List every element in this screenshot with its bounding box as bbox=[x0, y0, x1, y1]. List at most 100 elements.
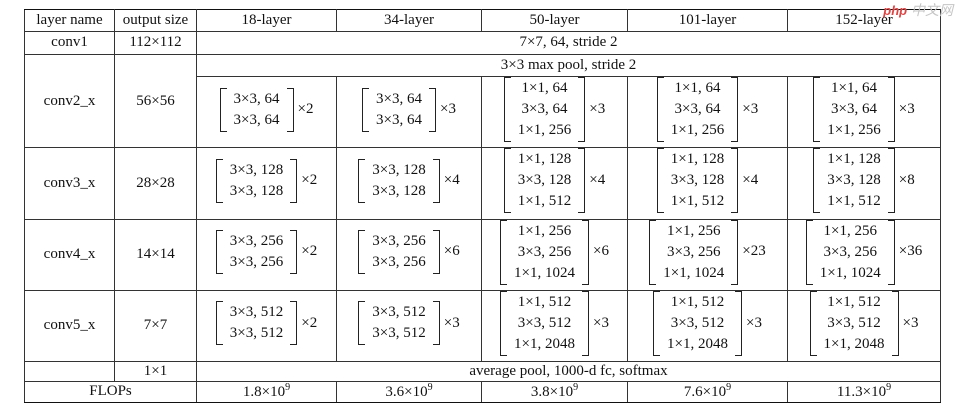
header-output-size: output size bbox=[114, 9, 197, 32]
block-cell: 3×3, 64 3×3, 64 ×2 bbox=[196, 75, 337, 149]
right-bracket bbox=[432, 230, 440, 274]
block-multiplier: ×3 bbox=[898, 100, 915, 117]
block-layer-spec: 1×1, 64 bbox=[674, 80, 721, 96]
residual-block: 1×1, 64 3×3, 64 1×1, 256 ×3 bbox=[656, 77, 759, 142]
table-row: 3×3, 64 3×3, 64 ×2 3×3, 64 3×3, 64 ×3 1×1, 64 3… bbox=[25, 75, 941, 149]
block-layer-spec: 1×1, 1024 bbox=[819, 264, 881, 281]
block-layers: 1×1, 128 3×3, 128 1×1, 512 bbox=[664, 148, 731, 213]
flops-value: 3.6×109 bbox=[336, 381, 482, 403]
block-multiplier: ×3 bbox=[742, 100, 759, 117]
block-layer-spec: 3×3, 512 bbox=[827, 314, 881, 331]
block-layer-spec: 1×1, 256 bbox=[823, 222, 877, 239]
left-bracket bbox=[215, 158, 223, 203]
header-34-layer: 34-layer bbox=[336, 9, 482, 32]
residual-block: 3×3, 64 3×3, 64 ×3 bbox=[362, 87, 456, 132]
residual-block: 1×1, 64 3×3, 64 1×1, 256 ×3 bbox=[813, 77, 915, 142]
block-cell: 1×1, 256 3×3, 256 1×1, 1024 ×36 bbox=[787, 218, 941, 291]
left-bracket bbox=[813, 77, 821, 142]
block-cell: 1×1, 128 3×3, 128 1×1, 512 ×8 bbox=[787, 147, 941, 220]
block-multiplier: ×4 bbox=[589, 172, 606, 189]
block-layer-spec: 3×3, 512 bbox=[229, 325, 284, 342]
left-bracket bbox=[500, 219, 508, 285]
right-bracket bbox=[286, 87, 294, 132]
block-layers: 3×3, 256 3×3, 256 bbox=[223, 230, 290, 274]
left-bracket bbox=[500, 290, 508, 356]
right-bracket bbox=[582, 290, 589, 356]
shared-config-cell: 3×3 max pool, stride 2 bbox=[196, 54, 941, 77]
output-size-cell: 28×28 bbox=[114, 147, 197, 220]
residual-block: 1×1, 512 3×3, 512 1×1, 2048 ×3 bbox=[653, 290, 762, 356]
block-cell: 1×1, 512 3×3, 512 1×1, 2048 ×3 bbox=[787, 289, 941, 363]
block-layer-spec: 3×3, 64 bbox=[233, 111, 280, 128]
block-multiplier: ×6 bbox=[593, 243, 609, 260]
block-layer-spec: 3×3, 64 bbox=[376, 90, 422, 107]
block-cell: 3×3, 512 3×3, 512 ×3 bbox=[336, 289, 482, 363]
layer-name-cell: conv1 bbox=[24, 31, 115, 55]
block-multiplier: ×2 bbox=[297, 100, 314, 117]
table-row: conv4_x 14×14 3×3, 256 3×3, 256 ×2 3×3, 256… bbox=[24, 218, 941, 291]
table-row: conv3_x 28×28 3×3, 128 3×3, 128 ×2 3×3, 128… bbox=[24, 147, 941, 220]
output-size-cell: 112×112 bbox=[114, 31, 197, 55]
block-layers: 3×3, 128 3×3, 128 bbox=[223, 159, 290, 203]
right-bracket bbox=[432, 158, 440, 203]
left-bracket bbox=[809, 290, 817, 356]
block-cell: 3×3, 256 3×3, 256 ×2 bbox=[196, 218, 337, 291]
left-bracket bbox=[653, 290, 661, 356]
block-layer-spec: 1×1, 512 bbox=[827, 293, 881, 310]
residual-block: 1×1, 256 3×3, 256 1×1, 1024 ×23 bbox=[649, 219, 766, 285]
output-size-cell: 56×56 bbox=[114, 53, 197, 149]
block-cell: 3×3, 128 3×3, 128 ×2 bbox=[196, 147, 337, 220]
right-bracket bbox=[429, 87, 436, 132]
output-size-cell: 14×14 bbox=[114, 218, 197, 291]
left-bracket bbox=[358, 301, 366, 346]
right-bracket bbox=[731, 148, 739, 214]
block-multiplier: ×36 bbox=[898, 243, 923, 260]
block-layer-spec: 1×1, 256 bbox=[517, 222, 572, 239]
table-row: conv5_x 7×7 3×3, 512 3×3, 512 ×2 3×3, 512 3×… bbox=[24, 289, 941, 363]
layer-name-cell: conv2_x bbox=[24, 53, 115, 149]
left-bracket bbox=[215, 230, 223, 274]
block-layers: 3×3, 64 3×3, 64 bbox=[369, 88, 429, 132]
residual-block: 1×1, 256 3×3, 256 1×1, 1024 ×6 bbox=[500, 219, 609, 285]
block-layers: 1×1, 64 3×3, 64 1×1, 256 bbox=[664, 77, 731, 142]
table-row: conv1 112×112 7×7, 64, stride 2 bbox=[24, 31, 941, 55]
right-bracket bbox=[578, 148, 586, 214]
block-multiplier: ×2 bbox=[301, 314, 318, 331]
block-layer-spec: 3×3, 256 bbox=[229, 254, 284, 270]
left-bracket bbox=[503, 77, 511, 142]
left-bracket bbox=[649, 219, 657, 285]
table-row: FLOPs 1.8×109 3.6×109 3.8×109 7.6×109 11… bbox=[24, 381, 941, 403]
residual-block: 1×1, 128 3×3, 128 1×1, 512 ×4 bbox=[656, 148, 758, 214]
flops-value: 1.8×109 bbox=[196, 381, 337, 403]
residual-block: 1×1, 128 3×3, 128 1×1, 512 ×4 bbox=[503, 148, 606, 214]
block-layers: 1×1, 512 3×3, 512 1×1, 2048 bbox=[660, 291, 735, 356]
block-layer-spec: 3×3, 128 bbox=[229, 182, 284, 199]
flops-value: 3.8×109 bbox=[481, 381, 628, 403]
site-watermark: php 中文网 bbox=[883, 0, 953, 20]
block-cell: 3×3, 512 3×3, 512 ×2 bbox=[196, 289, 337, 363]
watermark-text: 中文网 bbox=[911, 2, 953, 18]
block-layer-spec: 1×1, 128 bbox=[670, 151, 725, 168]
left-bracket bbox=[219, 87, 227, 132]
right-bracket bbox=[891, 290, 899, 356]
block-multiplier: ×3 bbox=[443, 314, 460, 331]
block-layer-spec: 1×1, 1024 bbox=[514, 264, 575, 281]
output-size-cell: 7×7 bbox=[114, 289, 197, 363]
block-layers: 1×1, 512 3×3, 512 1×1, 2048 bbox=[507, 291, 582, 356]
block-layer-spec: 3×3, 512 bbox=[670, 314, 725, 331]
block-layer-spec: 1×1, 2048 bbox=[514, 335, 575, 352]
block-layer-spec: 3×3, 512 bbox=[229, 304, 284, 321]
block-cell: 1×1, 64 3×3, 64 1×1, 256 ×3 bbox=[787, 75, 941, 149]
block-layer-spec: 1×1, 64 bbox=[521, 80, 568, 96]
right-bracket bbox=[290, 301, 298, 346]
block-layer-spec: 3×3, 512 bbox=[372, 304, 426, 321]
block-layer-spec: 3×3, 256 bbox=[517, 243, 572, 260]
residual-block: 1×1, 512 3×3, 512 1×1, 2048 ×3 bbox=[500, 290, 609, 356]
resnet-architecture-table: layer name output size 18-layer 34-layer… bbox=[24, 9, 941, 403]
block-layers: 3×3, 512 3×3, 512 bbox=[365, 301, 432, 345]
residual-block: 3×3, 256 3×3, 256 ×2 bbox=[215, 230, 317, 274]
left-bracket bbox=[805, 219, 813, 285]
header-50-layer: 50-layer bbox=[481, 9, 628, 32]
right-bracket bbox=[887, 219, 895, 285]
block-layer-spec: 1×1, 64 bbox=[831, 80, 877, 96]
